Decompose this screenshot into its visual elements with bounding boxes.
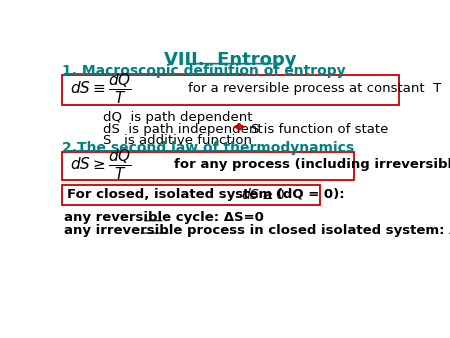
Text: $dS \geq \dfrac{dQ}{T}$: $dS \geq \dfrac{dQ}{T}$ xyxy=(70,147,132,182)
Text: for a reversible process at constant  T: for a reversible process at constant T xyxy=(188,82,441,95)
Text: any irreversible process in closed isolated system: ΔS>0: any irreversible process in closed isola… xyxy=(64,224,450,237)
Text: $dS \equiv \dfrac{dQ}{T}$: $dS \equiv \dfrac{dQ}{T}$ xyxy=(70,71,132,106)
FancyBboxPatch shape xyxy=(63,75,399,105)
Text: S   is additive function: S is additive function xyxy=(103,135,252,147)
Text: $dS \geq 0$: $dS \geq 0$ xyxy=(241,187,285,202)
Text: dS  is path independent: dS is path independent xyxy=(103,123,262,136)
FancyBboxPatch shape xyxy=(63,185,320,206)
Text: 2.The second law of thermodynamics: 2.The second law of thermodynamics xyxy=(63,141,355,155)
Text: VIII.  Entropy: VIII. Entropy xyxy=(164,51,297,69)
Text: any reversible cycle: ΔS=0: any reversible cycle: ΔS=0 xyxy=(64,212,264,224)
Text: S is function of state: S is function of state xyxy=(251,123,388,136)
Text: For closed, isolated system (dQ = 0):: For closed, isolated system (dQ = 0): xyxy=(67,188,345,201)
FancyBboxPatch shape xyxy=(63,152,354,180)
Text: for any process (including irreversible): for any process (including irreversible) xyxy=(174,158,450,171)
Text: dQ  is path dependent: dQ is path dependent xyxy=(103,112,252,124)
Text: 1. Macroscopic definition of entropy: 1. Macroscopic definition of entropy xyxy=(63,64,346,78)
